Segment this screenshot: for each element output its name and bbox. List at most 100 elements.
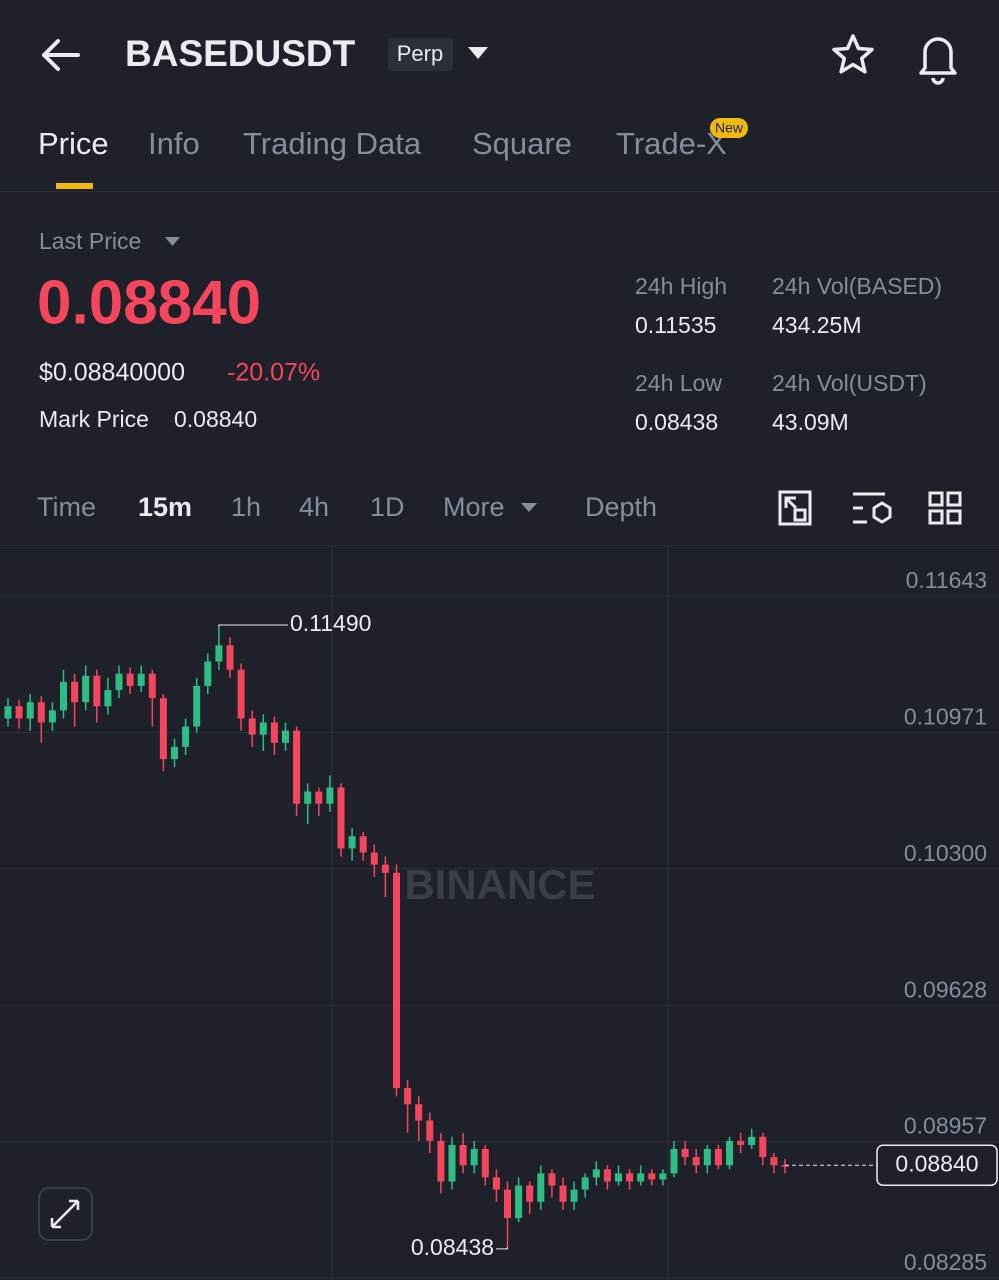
- candle-body: [293, 730, 301, 804]
- last-price-label[interactable]: Last Price: [39, 228, 141, 254]
- candle-body: [504, 1189, 511, 1219]
- interval[interactable]: More: [443, 492, 505, 522]
- candle-body: [26, 702, 34, 719]
- stat-value: 0.11535: [635, 312, 716, 338]
- candle-body: [648, 1173, 656, 1180]
- candle-body: [404, 1088, 412, 1105]
- tab[interactable]: Info: [148, 126, 200, 161]
- candle-body: [215, 645, 223, 662]
- fullscreen-button[interactable]: [38, 1187, 93, 1241]
- stat-value: 434.25M: [772, 312, 862, 338]
- mark-price-label: Mark Price: [39, 406, 149, 432]
- dropdown[interactable]: [468, 47, 488, 59]
- stat-value: 43.09M: [772, 409, 849, 435]
- stat-label: 24h High: [635, 273, 727, 299]
- stat-label: 24h Low: [635, 370, 722, 396]
- candle-body: [126, 673, 134, 686]
- candle-body: [559, 1185, 567, 1202]
- candle-body: [204, 661, 212, 686]
- interval[interactable]: 1D: [370, 492, 405, 522]
- candle-body: [681, 1149, 689, 1158]
- candle-body: [437, 1140, 445, 1182]
- low-label: 0.08438: [411, 1234, 494, 1260]
- candle-body: [570, 1189, 578, 1202]
- candle-body: [726, 1140, 733, 1166]
- indicator-tool[interactable]: [853, 492, 892, 524]
- candle-body: [659, 1173, 667, 1180]
- high-label: 0.11490: [290, 610, 371, 636]
- candle-body: [381, 864, 389, 873]
- y-tick-label: 0.09628: [904, 976, 987, 1002]
- candle-body: [492, 1177, 500, 1190]
- y-tick-label: 0.10300: [904, 840, 987, 866]
- last-price-label: 0.08840: [895, 1150, 978, 1176]
- candle-body: [159, 698, 167, 760]
- candle-body: [714, 1149, 722, 1166]
- stat-value: 0.08438: [635, 409, 718, 435]
- new-badge: New: [715, 120, 744, 136]
- interval[interactable]: 4h: [299, 492, 329, 522]
- layout-tool[interactable]: [928, 491, 962, 525]
- tab[interactable]: Trade-X: [616, 126, 727, 161]
- candle-body: [537, 1173, 545, 1202]
- candle-body: [415, 1104, 423, 1121]
- candle-body: [692, 1157, 700, 1166]
- y-tick-label: 0.08285: [904, 1249, 987, 1275]
- favorite[interactable]: [832, 34, 874, 74]
- interval[interactable]: Depth: [585, 492, 657, 522]
- candle-body: [115, 673, 123, 690]
- low-pointer: [496, 1246, 508, 1250]
- candle-body: [270, 722, 278, 743]
- candle-body: [171, 746, 178, 760]
- candle-body: [82, 675, 90, 703]
- candle-body: [259, 722, 267, 735]
- tab[interactable]: Price: [38, 126, 109, 161]
- candle-body: [337, 787, 345, 849]
- change: -20.07%: [227, 359, 320, 387]
- candle-body: [60, 681, 67, 711]
- candle-body: [748, 1136, 756, 1145]
- candle-body: [348, 836, 356, 849]
- stat-label: 24h Vol(BASED): [772, 273, 942, 299]
- back-button[interactable]: [42, 39, 80, 71]
- candle-body: [393, 872, 400, 1089]
- last-price: 0.08840: [37, 268, 261, 337]
- alert[interactable]: [919, 37, 957, 85]
- tab[interactable]: Square: [472, 126, 572, 161]
- candle-body: [193, 685, 201, 727]
- chart-tool[interactable]: [778, 490, 812, 526]
- candle-body: [737, 1140, 745, 1145]
- candle-body: [304, 791, 312, 804]
- candle-body: [615, 1173, 622, 1182]
- y-tick-label: 0.08957: [904, 1113, 987, 1139]
- symbol[interactable]: BASEDUSDT: [125, 33, 356, 74]
- candle-body: [15, 706, 23, 719]
- candle-body: [526, 1185, 534, 1202]
- candle-body: [637, 1173, 645, 1182]
- high-pointer: [218, 624, 288, 628]
- candle-body: [548, 1173, 556, 1186]
- y-tick-label: 0.11643: [906, 567, 987, 593]
- tab[interactable]: Trading Data: [243, 126, 422, 161]
- candle-body: [770, 1157, 778, 1166]
- candle-body: [93, 675, 101, 707]
- candle-body: [448, 1144, 456, 1182]
- mark-price: 0.08840: [174, 406, 257, 432]
- perp-badge: Perp: [397, 41, 443, 66]
- candle-body: [515, 1185, 523, 1219]
- dropdown: [521, 503, 537, 512]
- candle-body: [759, 1136, 767, 1158]
- candle-body: [581, 1177, 589, 1190]
- candle-body: [670, 1149, 678, 1174]
- candle-body: [148, 673, 156, 699]
- candle-body: [37, 702, 45, 723]
- candle-body: [326, 787, 334, 804]
- interval[interactable]: 1h: [231, 492, 261, 522]
- interval[interactable]: Time: [37, 492, 96, 522]
- candle-body: [592, 1169, 600, 1178]
- interval[interactable]: 15m: [138, 492, 192, 522]
- badge-bg: [388, 38, 453, 71]
